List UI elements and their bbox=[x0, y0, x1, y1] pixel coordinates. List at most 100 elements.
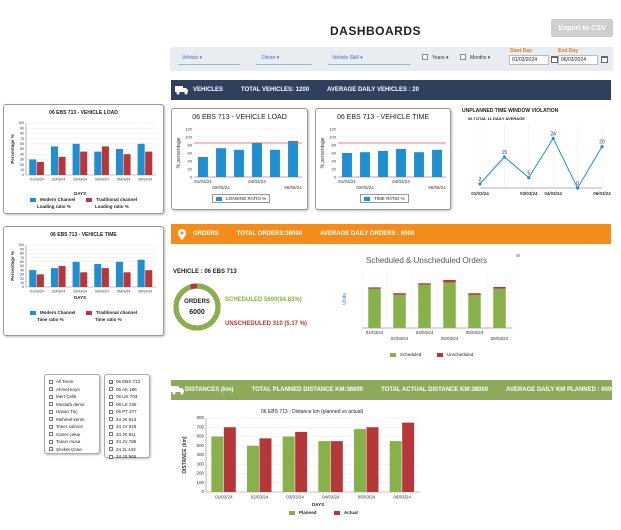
bar bbox=[443, 282, 456, 328]
bar bbox=[389, 441, 402, 492]
list-item[interactable]: 06 EBS 713 bbox=[109, 378, 145, 386]
bar bbox=[223, 427, 236, 492]
calendar-icon[interactable] bbox=[551, 56, 558, 63]
small-load-title: 06 EBS 713 - VEHICLE LOAD bbox=[49, 110, 118, 116]
list-item[interactable]: Mustafa demir bbox=[49, 401, 95, 409]
list-item[interactable]: 06 LK 236 bbox=[109, 401, 145, 409]
point bbox=[478, 182, 482, 186]
list-item[interactable]: Şevket Çene bbox=[49, 446, 95, 454]
list-item[interactable]: Mehmet kerim bbox=[49, 416, 95, 424]
scheduled-chart: Units 01/03/24 02/03/24 03/03/24 04/03/24 05/… bbox=[342, 270, 513, 341]
vehicle-time-chart: 0 20 40 60 80 100 120% percentage 01/03/2402/03… bbox=[320, 127, 446, 191]
list-item[interactable]: 34 JK 811 bbox=[109, 431, 145, 439]
checkbox[interactable] bbox=[49, 439, 53, 444]
x-tick-label: 06/03/24 bbox=[393, 495, 411, 500]
checkbox[interactable] bbox=[49, 432, 53, 437]
x-tick-label: 05/03/24 bbox=[117, 178, 131, 182]
end-day-input[interactable]: 06/03/2024 bbox=[558, 55, 598, 65]
list-item[interactable]: 06 AK 186 bbox=[109, 386, 145, 394]
checkbox[interactable] bbox=[109, 447, 113, 452]
list-item-label: All Toron bbox=[56, 379, 74, 385]
years-checkbox[interactable] bbox=[422, 54, 428, 60]
list-item[interactable]: 34 JL 443 bbox=[109, 446, 145, 454]
point bbox=[527, 176, 531, 180]
checkbox[interactable] bbox=[109, 402, 113, 407]
y-tick-label: 20 bbox=[20, 277, 24, 281]
vehicle-skill-filter[interactable]: Vehicle Skill ▾ bbox=[332, 55, 363, 61]
y-axis-label: Percentage % bbox=[10, 251, 15, 281]
list-item[interactable]: All Toron bbox=[49, 378, 95, 386]
checkbox[interactable] bbox=[49, 424, 53, 429]
point bbox=[576, 186, 580, 190]
checkbox[interactable] bbox=[109, 379, 113, 385]
y-tick-label: 120 bbox=[185, 127, 192, 132]
checkbox[interactable] bbox=[49, 387, 53, 392]
checkbox[interactable] bbox=[49, 447, 53, 452]
list-item[interactable]: 34 JS 665 bbox=[109, 453, 145, 461]
checkbox[interactable] bbox=[109, 394, 113, 399]
driver-filter[interactable]: Driver ▾ bbox=[262, 55, 280, 61]
checkbox[interactable] bbox=[109, 424, 113, 429]
export-csv-button[interactable]: Export to CSV bbox=[551, 19, 613, 37]
list-item[interactable]: Hasan Tüç bbox=[49, 408, 95, 416]
list-item-label: 06 LK 236 bbox=[116, 401, 137, 407]
y-tick-label: 80 bbox=[332, 143, 337, 148]
bar bbox=[101, 268, 109, 287]
small-time-card: 06 EBS 713 - VEHICLE TIME 0 10 20 30 40 50 60 7… bbox=[3, 226, 164, 336]
y-tick-label: 100 bbox=[196, 480, 204, 485]
location-pin-icon bbox=[171, 228, 193, 240]
list-item[interactable]: Tosun musa bbox=[49, 438, 95, 446]
checkbox[interactable] bbox=[49, 417, 53, 422]
list-item[interactable]: 34 JV 786 bbox=[109, 438, 145, 446]
x-tick-label: 02/03/24 bbox=[356, 185, 374, 190]
checkbox[interactable] bbox=[49, 379, 53, 384]
x-tick-label: 05/03/24 bbox=[358, 495, 376, 500]
y-tick-label: 50 bbox=[20, 147, 24, 151]
checkbox[interactable] bbox=[109, 387, 113, 392]
list-item-label: 06 AK 186 bbox=[116, 386, 137, 392]
start-day-input[interactable]: 01/03/2024 bbox=[509, 55, 549, 65]
y-tick-label: 300 bbox=[196, 461, 204, 466]
list-item[interactable]: Mert Çelik bbox=[49, 393, 95, 401]
months-checkbox[interactable] bbox=[460, 54, 466, 60]
checkbox[interactable] bbox=[49, 409, 53, 414]
chart-menu-icon[interactable]: ≡ bbox=[516, 253, 521, 260]
bar bbox=[80, 272, 88, 287]
list-item[interactable]: Caner çekar bbox=[49, 431, 95, 439]
y-tick-label: 100 bbox=[18, 121, 24, 125]
bar bbox=[342, 153, 352, 177]
checkbox[interactable] bbox=[109, 409, 113, 414]
vehicle-filter[interactable]: Vehicle ▾ bbox=[182, 55, 203, 61]
small-load-legend-modern: Modern Channel bbox=[30, 197, 75, 202]
checkbox[interactable] bbox=[109, 439, 113, 444]
y-tick-label: 40 bbox=[20, 268, 24, 272]
list-item[interactable]: Toner solmos bbox=[49, 423, 95, 431]
bar bbox=[29, 159, 37, 175]
small-time-legend-traditional-sub: Time ratio % bbox=[95, 317, 122, 322]
checkbox[interactable] bbox=[109, 417, 113, 422]
bar bbox=[50, 268, 58, 287]
checkbox[interactable] bbox=[49, 394, 53, 399]
list-item[interactable]: 06 UK 703 bbox=[109, 393, 145, 401]
bar bbox=[252, 142, 262, 177]
checkbox[interactable] bbox=[49, 402, 53, 407]
list-item[interactable]: 34 JK 613 bbox=[109, 416, 145, 424]
y-tick-label: 20 bbox=[20, 163, 24, 167]
donut-title: ORDERS bbox=[184, 299, 210, 305]
x-tick-label: 01/03/24 bbox=[30, 290, 44, 294]
bar bbox=[50, 146, 58, 175]
list-item-label: 06 EBS 713 bbox=[116, 379, 141, 385]
list-item[interactable]: 06 PT 277 bbox=[109, 408, 145, 416]
calendar-icon[interactable] bbox=[601, 56, 608, 63]
vehicle-load-title: 06 EBS 713 - VEHICLE LOAD bbox=[192, 114, 287, 121]
checkbox[interactable] bbox=[109, 454, 113, 459]
checkbox[interactable] bbox=[109, 432, 113, 437]
point bbox=[600, 145, 604, 149]
list-item[interactable]: 34 JV 918 bbox=[109, 423, 145, 431]
list-item[interactable]: Ahmet koyo bbox=[49, 386, 95, 394]
bar bbox=[354, 429, 366, 492]
y-tick-label: 80 bbox=[20, 132, 24, 136]
bar bbox=[493, 288, 506, 328]
list-item-label: 06 PT 277 bbox=[116, 409, 137, 415]
y-tick-label: 40 bbox=[332, 159, 337, 164]
